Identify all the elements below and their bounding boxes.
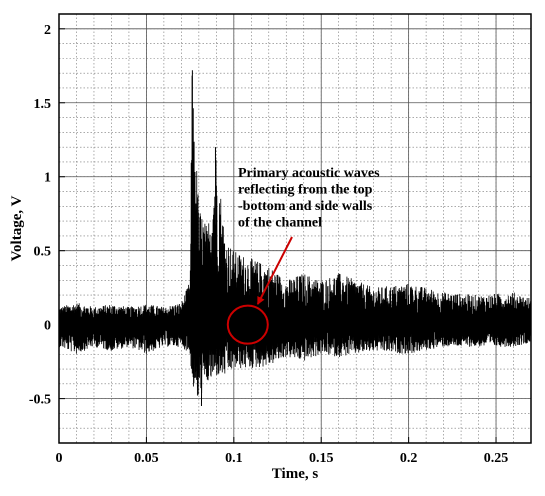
y-tick-label: 0	[44, 319, 51, 334]
y-tick-label: -0.5	[29, 393, 51, 408]
annotation-text-line: -bottom and side walls	[238, 199, 373, 214]
annotation-text-line: of the channel	[238, 216, 322, 231]
x-axis-title: Time, s	[272, 466, 319, 482]
signal-series-line	[59, 76, 531, 396]
x-tick-label: 0.05	[134, 451, 159, 466]
series-layer	[59, 70, 531, 406]
y-tick-label: 1.5	[34, 97, 52, 112]
x-tick-label: 0.2	[400, 451, 418, 466]
signal-spike	[201, 295, 202, 406]
y-axis-title: Voltage, V	[9, 195, 25, 261]
annotation-text-line: Primary acoustic waves	[238, 166, 380, 181]
x-tick-label: 0	[56, 451, 63, 466]
y-tick-label: 0.5	[34, 245, 52, 260]
y-tick-label: 2	[44, 23, 51, 38]
axes-layer: 0 0.05 0.1 0.15 0.2 0.25 -0.5 0 0.5 1 1.5 2	[29, 14, 531, 466]
x-tick-label: 0.1	[225, 451, 243, 466]
y-tick-label: 1	[44, 171, 51, 186]
annotation-text-line: reflecting from the top	[238, 183, 373, 198]
x-tick-label: 0.15	[309, 451, 334, 466]
x-tick-label: 0.25	[484, 451, 509, 466]
